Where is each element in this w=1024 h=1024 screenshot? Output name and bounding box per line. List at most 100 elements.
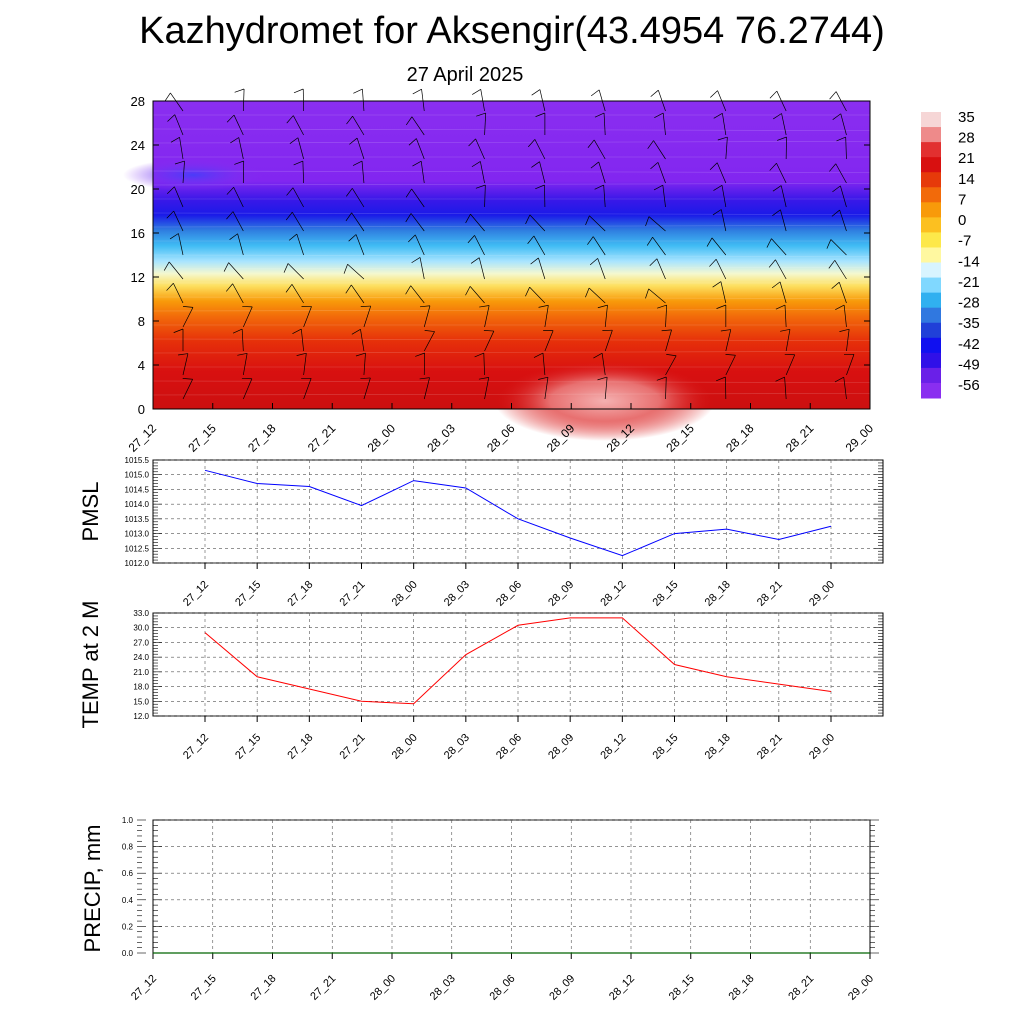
wind-barb [484, 305, 490, 328]
wind-barb [351, 284, 365, 304]
x-tick-label: 28_06 [488, 973, 518, 1003]
wind-barb-flag [593, 352, 603, 359]
y-tick-label: 1015.0 [125, 471, 150, 480]
wind-barb-flag [169, 233, 179, 240]
wind-barb [604, 377, 608, 400]
y-tick-label: 1012.0 [125, 559, 150, 568]
wind-barb-flag [360, 377, 371, 380]
wind-barb-flag [773, 113, 782, 120]
wind-barb [483, 353, 485, 376]
y-tick-label: 4 [138, 358, 145, 373]
wind-barb-flag [650, 162, 659, 170]
x-tick-label: 28_18 [727, 973, 757, 1003]
wind-barb-flag [183, 306, 194, 308]
wind-barb [480, 89, 485, 112]
wind-barb [174, 186, 184, 208]
colorbar-swatch [921, 247, 941, 264]
wind-barb-flag [419, 377, 430, 380]
chart-subtitle: 27 April 2025 [406, 64, 524, 86]
wind-barb [657, 162, 666, 184]
wind-barb [174, 114, 184, 136]
wind-barb [780, 185, 787, 208]
wind-barb [233, 114, 244, 136]
wind-barb [544, 305, 549, 328]
wind-barb-flag [831, 281, 840, 289]
wind-barb [303, 306, 312, 328]
wind-barb-flag [412, 160, 422, 167]
x-tick-label: 28_18 [703, 579, 733, 609]
colorbar-swatch [921, 127, 941, 143]
wind-barb [662, 185, 666, 208]
wind-barb-flag [649, 258, 658, 266]
wind-barb-flag [769, 162, 777, 171]
wind-barb-flag [834, 376, 844, 383]
wind-barb-flag [283, 263, 289, 273]
x-tick-label: 27_18 [245, 421, 279, 455]
wind-barb-flag [164, 92, 171, 102]
x-tick-label: 28_00 [390, 732, 420, 762]
colorbar-label: 21 [958, 150, 975, 167]
y-tick-label: 0.8 [122, 843, 134, 852]
wind-barb [287, 263, 304, 280]
y-tick-label: 1013.0 [125, 530, 150, 539]
wind-barb [182, 353, 189, 376]
wind-barb [722, 113, 727, 136]
y-tick-label: 20 [131, 182, 145, 197]
wind-barb-flag [182, 378, 193, 380]
wind-barb [780, 209, 787, 232]
wind-barb [302, 161, 304, 184]
wind-barb [351, 212, 365, 232]
wind-barb [242, 89, 245, 112]
heatmap-fill [153, 101, 870, 409]
wind-barb-flag [645, 216, 650, 227]
wind-barb [292, 115, 304, 136]
wind-barb-flag [483, 330, 494, 332]
wind-barb-flag [405, 188, 412, 198]
wind-barb-flag [647, 140, 654, 149]
x-tick-label: 27_18 [285, 579, 315, 609]
wind-barb-flag [713, 185, 723, 191]
y-axis-title: TEMP at 2 M [78, 601, 103, 729]
colorbar-swatch [921, 202, 941, 218]
wind-barb [784, 305, 787, 328]
wind-barb-flag [535, 112, 546, 117]
wind-barb [469, 286, 485, 304]
wind-barb-flag [525, 214, 531, 225]
wind-barb [484, 185, 486, 208]
wind-barb [603, 185, 606, 208]
colorbar-swatch [921, 352, 941, 369]
x-tick-label: 27_12 [181, 579, 211, 609]
wind-barb-flag [352, 160, 363, 166]
temp-panel: 12.0 15.0 18.0 21.0 24.0 27.0 30.0 33.0 27_12 27_… [78, 601, 884, 762]
x-tick-label: 28_00 [368, 973, 398, 1003]
colorbar-label: -35 [958, 315, 980, 332]
wind-barb-flag [472, 89, 481, 95]
wind-barb [598, 89, 606, 112]
y-tick-label: 30.0 [133, 624, 149, 633]
wind-barb-flag [538, 304, 549, 308]
y-axis-title: PMSL [78, 482, 103, 542]
wind-barb-flag [531, 89, 541, 96]
colorbar-swatch [921, 277, 941, 294]
wind-barb-flag [226, 211, 234, 220]
wind-barb-flag [166, 282, 174, 291]
wind-barb-flag [654, 112, 664, 119]
wind-barb [716, 162, 727, 184]
wind-barb-flag [285, 284, 293, 293]
x-tick-label: 28_15 [651, 579, 681, 609]
wind-barb [544, 377, 549, 400]
x-tick-label: 29_00 [807, 579, 837, 609]
colorbar-label: -14 [958, 253, 980, 270]
wind-barb [592, 236, 606, 256]
wind-barb [588, 287, 606, 304]
colorbar-swatch [921, 232, 941, 248]
wind-barb-flag [666, 354, 677, 357]
x-tick-label: 28_03 [442, 732, 472, 762]
wind-barb [182, 379, 193, 400]
wind-barb [300, 329, 304, 352]
wind-barb [356, 137, 365, 160]
wind-barb [839, 209, 847, 232]
wind-barb-flag [346, 115, 353, 125]
colorbar-swatch [921, 142, 941, 158]
